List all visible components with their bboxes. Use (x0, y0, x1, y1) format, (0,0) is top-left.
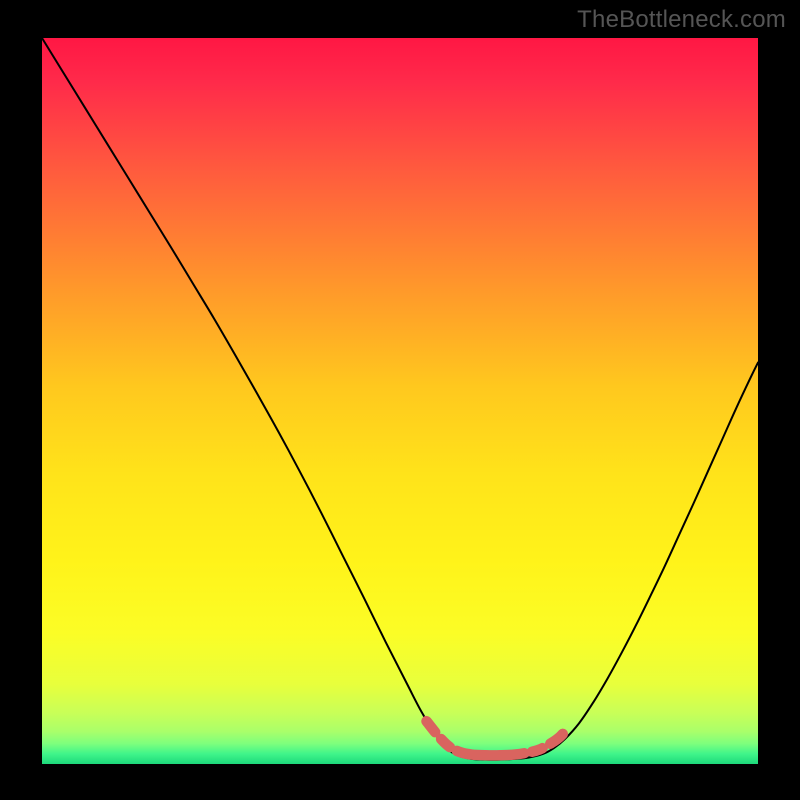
bottleneck-chart (0, 0, 800, 800)
plot-background (42, 38, 758, 764)
watermark-label: TheBottleneck.com (577, 6, 786, 34)
chart-svg (0, 0, 800, 800)
